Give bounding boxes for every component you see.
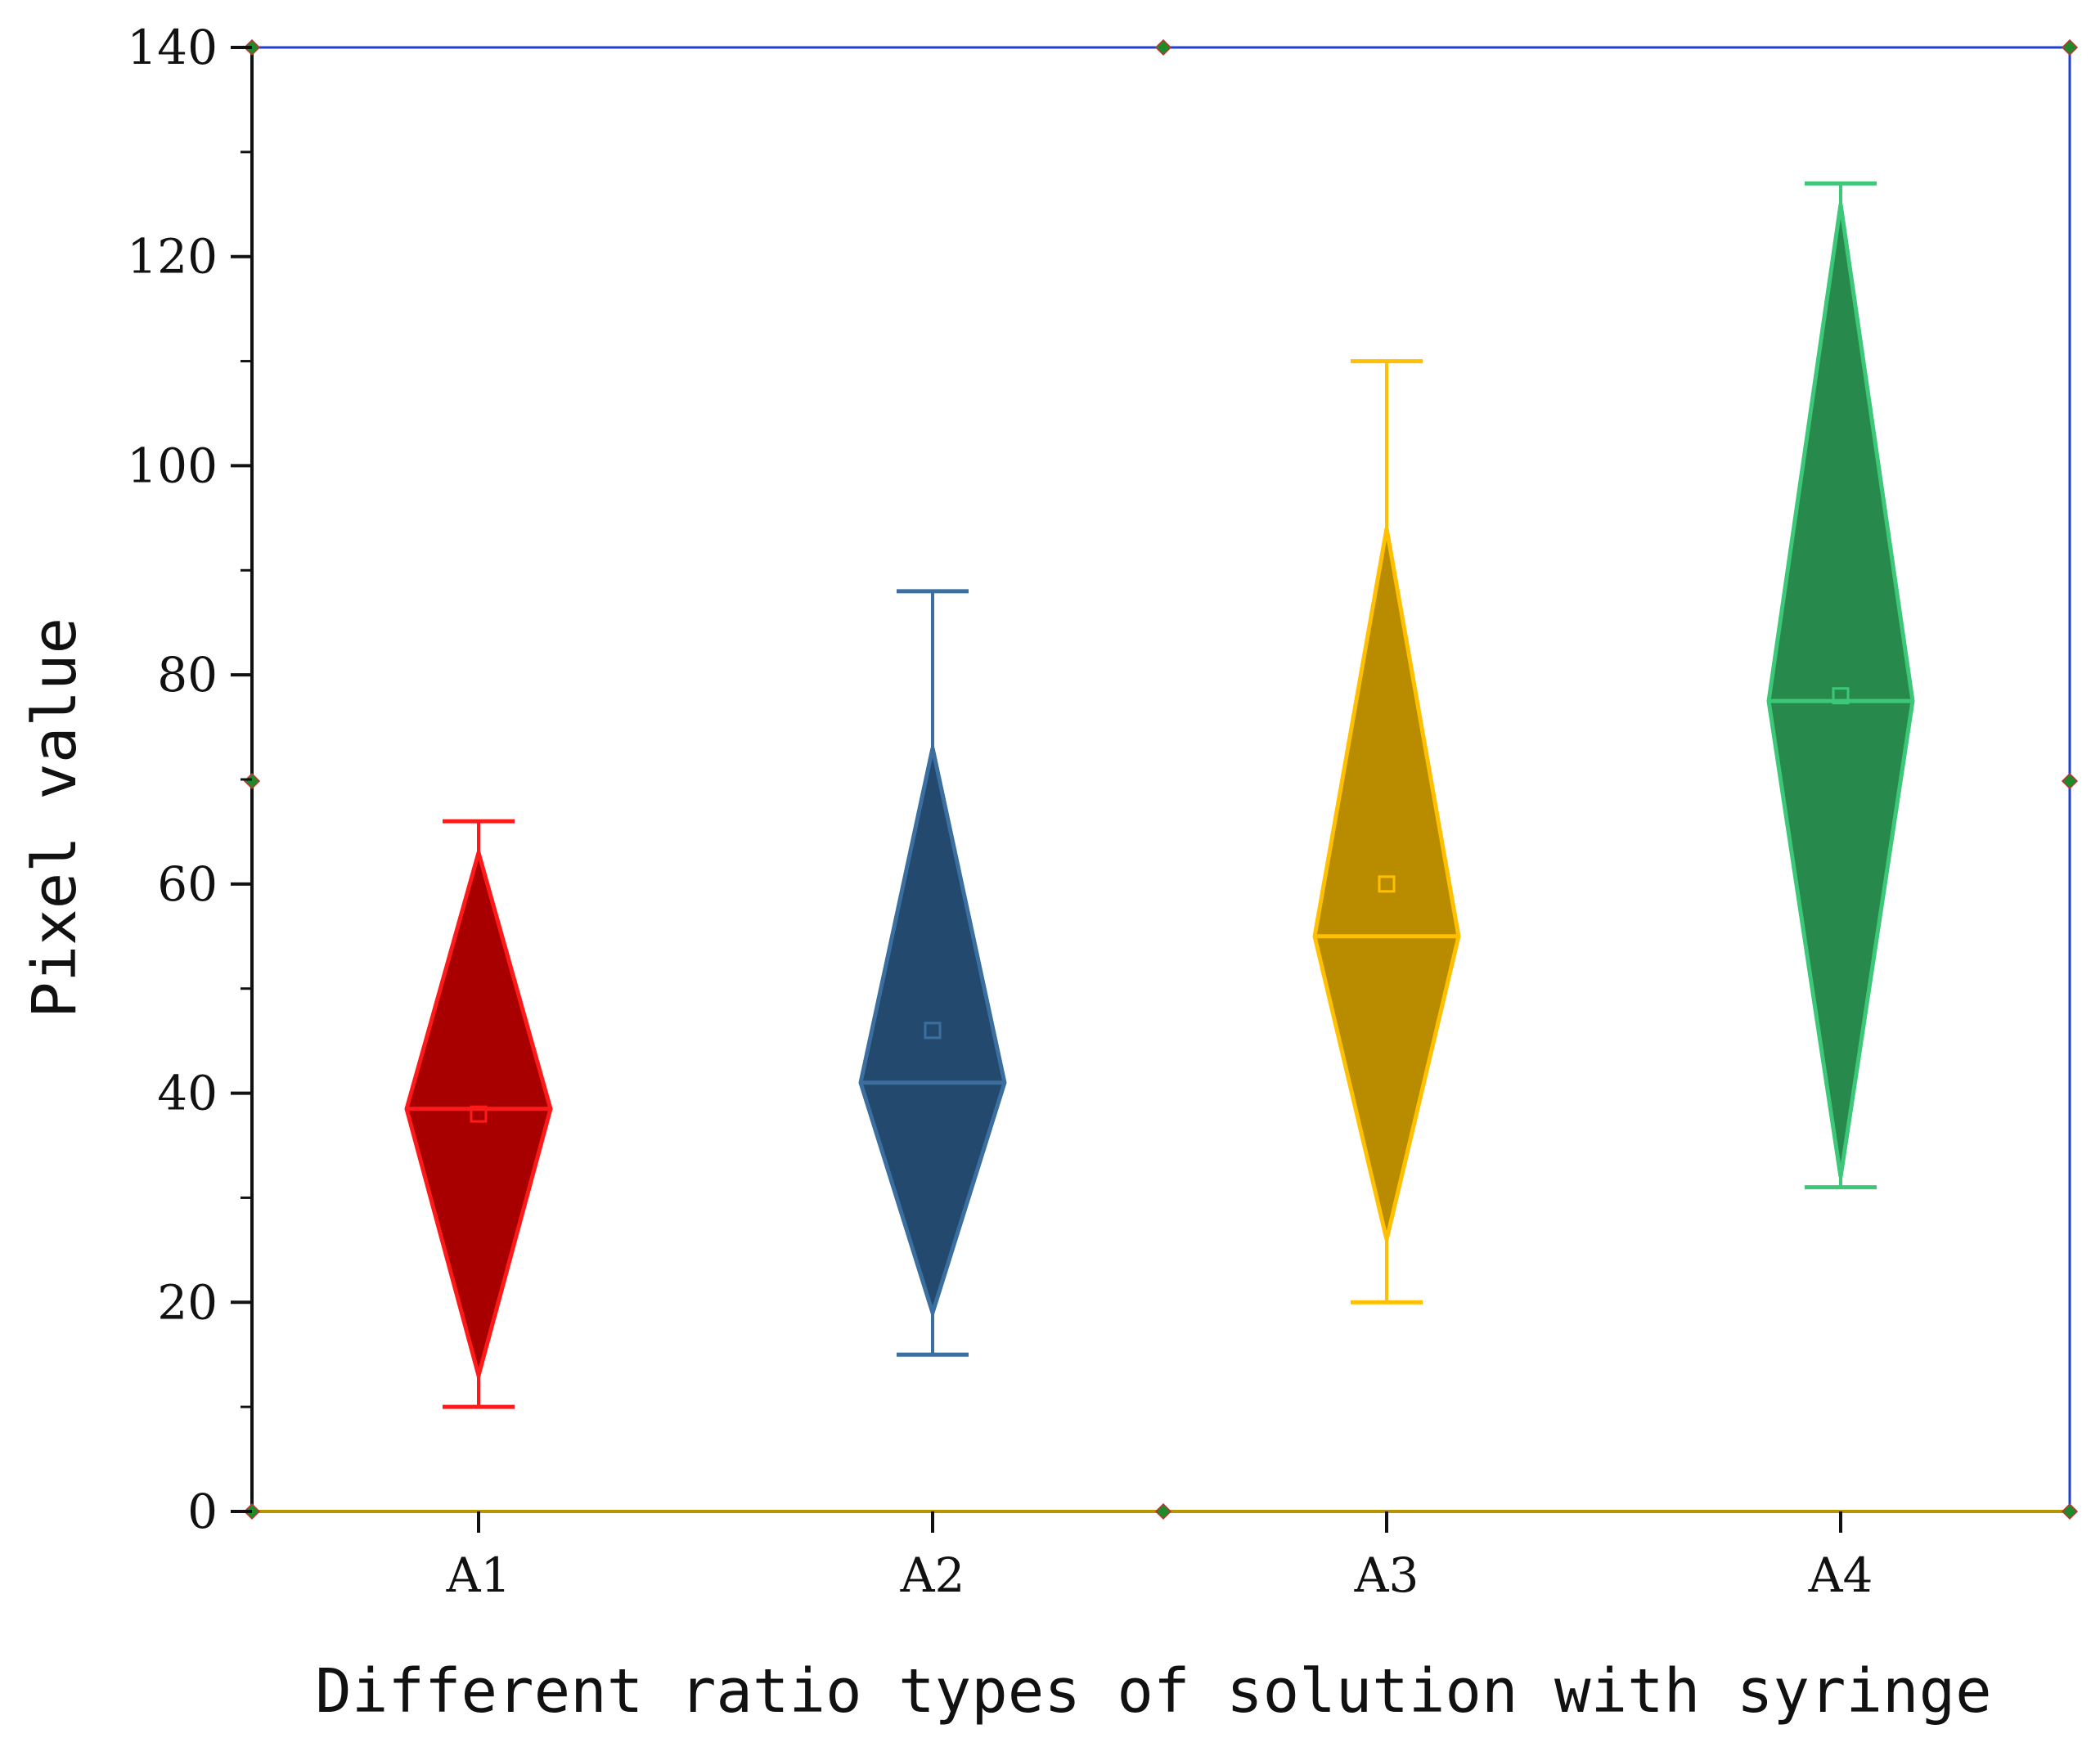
frame-anchor-marker [243, 772, 261, 790]
y-tick-label: 0 [187, 1484, 218, 1539]
diamond [1766, 204, 1915, 1178]
mean-marker [470, 1105, 488, 1123]
mean-marker [1378, 875, 1396, 893]
y-tick-label: 80 [157, 647, 218, 703]
box-a1 [404, 819, 553, 1409]
diamond [404, 845, 553, 1384]
y-tick-label: 60 [157, 856, 218, 912]
plot-frame [243, 38, 2079, 1520]
frame-anchor-marker [2061, 1502, 2079, 1520]
box-a3 [1312, 359, 1461, 1305]
y-axis-title: Pixel value [20, 618, 90, 1018]
y-tick-label: 20 [157, 1274, 218, 1330]
mean-marker [924, 1022, 942, 1040]
boxes [404, 181, 1915, 1409]
mean-marker [1832, 687, 1850, 705]
frame-anchor-marker [2061, 38, 2079, 56]
x-axis: A1 A2 A3 A4 [446, 1511, 1873, 1603]
frame-anchor-marker [2061, 772, 2079, 790]
frame-anchor-marker [1154, 1502, 1172, 1520]
y-tick-label: 140 [127, 20, 218, 75]
y-tick-label: 100 [127, 438, 218, 493]
x-tick-label: A4 [1808, 1547, 1873, 1603]
y-tick-label: 40 [157, 1066, 218, 1121]
x-tick-label: A3 [1354, 1547, 1419, 1603]
diamond [1312, 528, 1461, 1241]
box-a4 [1766, 181, 1915, 1190]
frame-anchor-marker [1154, 38, 1172, 56]
y-axis: 0 20 40 60 80 100 120 140 [127, 20, 252, 1539]
x-tick-label: A1 [446, 1547, 511, 1603]
box-a2 [858, 589, 1007, 1357]
diamond [858, 748, 1007, 1320]
x-tick-label: A2 [900, 1547, 965, 1603]
x-axis-title: Different ratio types of solution with s… [315, 1656, 1991, 1727]
y-tick-label: 120 [127, 229, 218, 285]
